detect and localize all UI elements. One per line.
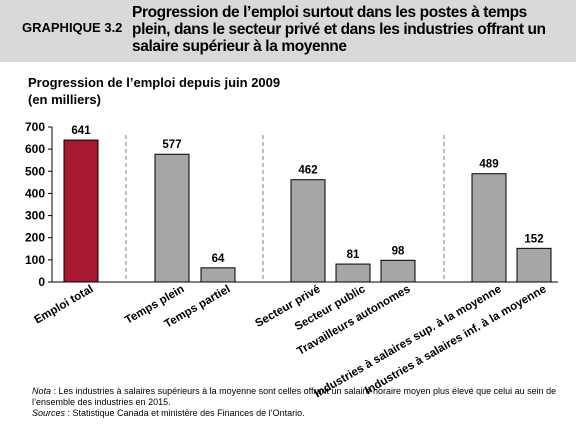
bar-7: [471, 173, 507, 283]
y-tick-label: 400: [25, 186, 45, 200]
nota-label: Nota: [32, 386, 52, 396]
data-label: 152: [524, 233, 543, 245]
y-tick-label: 600: [25, 142, 45, 156]
bar-8: [516, 247, 552, 283]
data-label: 577: [162, 139, 181, 151]
data-label: 81: [347, 249, 360, 261]
graph-title: Progression de l’emploi surtout dans les…: [132, 4, 546, 55]
data-label: 462: [298, 165, 317, 177]
data-label: 64: [212, 253, 225, 265]
graph-number: GRAPHIQUE 3.2: [22, 20, 123, 35]
y-tick-label: 300: [25, 209, 45, 223]
chart-notes: Nota : Les industries à salaires supérie…: [32, 386, 568, 419]
x-category-label: Emploi total: [33, 283, 96, 326]
bar-6: [380, 259, 416, 283]
chart-subtitle: (en milliers): [28, 92, 101, 107]
sources-text: : Statistique Canada et ministère des Fi…: [65, 408, 305, 418]
bar-3: [200, 267, 236, 283]
sources-note: Sources : Statistique Canada et ministèr…: [32, 408, 568, 419]
y-tick-label: 500: [25, 164, 45, 178]
y-tick-label: 100: [25, 253, 45, 267]
chart-title-block: Progression de l’emploi depuis juin 2009…: [28, 74, 280, 108]
sources-label: Sources: [32, 408, 66, 418]
bar-5: [335, 263, 371, 283]
y-tick-label: 700: [25, 120, 45, 134]
nota-note: Nota : Les industries à salaires supérie…: [32, 386, 568, 408]
chart-title: Progression de l’emploi depuis juin 2009: [28, 75, 281, 90]
data-label: 98: [392, 245, 405, 257]
data-label: 641: [71, 125, 91, 137]
bar-2: [154, 153, 190, 283]
y-tick-label: 200: [25, 231, 45, 245]
bar-1: [63, 139, 99, 283]
header-band: [0, 0, 576, 62]
nota-text: : Les industries à salaires supérieurs à…: [32, 386, 557, 407]
data-label: 489: [479, 159, 498, 171]
y-tick-label: 0: [38, 275, 45, 289]
bar-4: [290, 179, 326, 283]
